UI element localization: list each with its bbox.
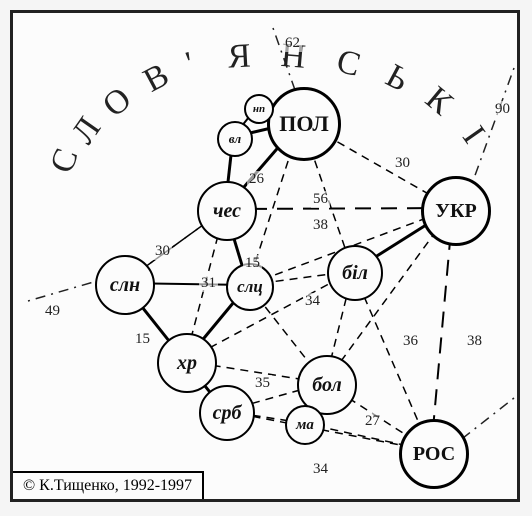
node-vl: вл <box>217 121 253 157</box>
node-bil: біл <box>327 245 383 301</box>
edge-label: 30 <box>153 243 172 260</box>
copyright: © К.Тищенко, 1992-1997 <box>13 471 204 499</box>
edge-label: 34 <box>311 461 330 478</box>
node-hr: хр <box>157 333 217 393</box>
edge-label: 49 <box>43 303 62 320</box>
node-pol: ПОЛ <box>267 87 341 161</box>
node-ukr: УКР <box>421 176 491 246</box>
node-np: нп <box>244 94 274 124</box>
edge-label: 35 <box>253 375 272 392</box>
edge-label: 62 <box>283 35 302 52</box>
edge-label: 26 <box>247 171 266 188</box>
node-ros: РОС <box>399 419 469 489</box>
edge-label: 30 <box>393 155 412 172</box>
node-ches: чес <box>197 181 257 241</box>
edge-label: 36 <box>401 333 420 350</box>
edge-label: 56 <box>311 191 330 208</box>
edge-label: 34 <box>303 293 322 310</box>
edge-label: 15 <box>243 255 262 272</box>
node-ma: ма <box>285 405 325 445</box>
edge-label: 38 <box>465 333 484 350</box>
diagram-frame: СЛОВ'ЯНСЬКІ ПОЛУКРРОСчесбілслцслнхрболср… <box>10 10 520 502</box>
edge-label: 38 <box>311 217 330 234</box>
edge-label: 31 <box>199 275 218 292</box>
edge-label: 90 <box>493 101 512 118</box>
edge-label: 15 <box>133 331 152 348</box>
node-srb: срб <box>199 385 255 441</box>
node-sln: слн <box>95 255 155 315</box>
edge-label: 27 <box>363 413 382 430</box>
